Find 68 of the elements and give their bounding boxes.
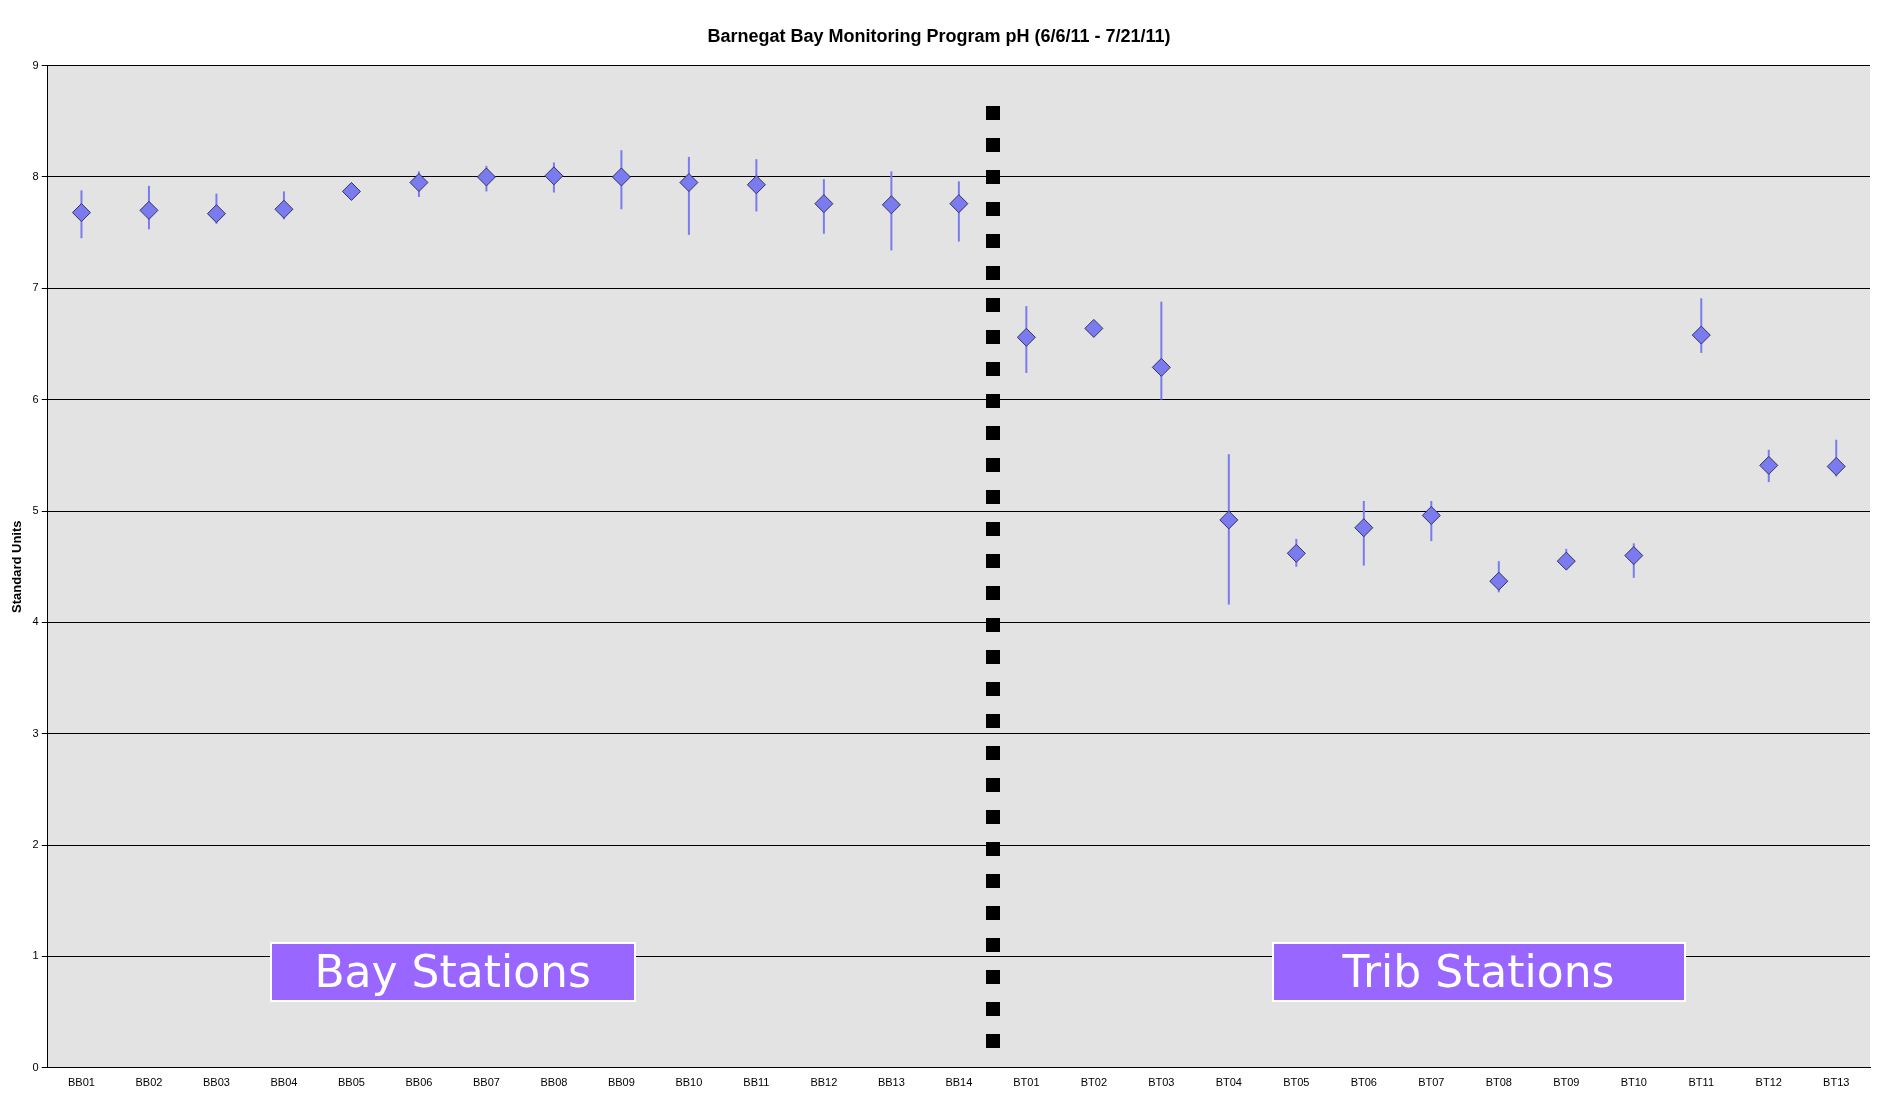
point — [611, 167, 631, 187]
x-tick-label: BT05 — [1283, 1076, 1310, 1089]
y-axis-title: Standard Units — [9, 520, 25, 613]
x-tick-label: BB13 — [877, 1076, 905, 1089]
point — [814, 194, 834, 214]
annotation: Bay Stations — [314, 945, 591, 998]
point — [139, 200, 159, 220]
chart-title: Barnegat Bay Monitoring Program pH (6/6/11 - 7/21/11) — [707, 25, 1171, 46]
x-tick-label: BB01 — [68, 1076, 95, 1089]
point — [1354, 518, 1374, 538]
x-tick-label: BB02 — [135, 1076, 163, 1089]
x-tick-label: BT09 — [1553, 1076, 1580, 1089]
point — [409, 173, 429, 193]
point — [544, 166, 564, 186]
point — [746, 175, 766, 195]
x-tick-label: BT10 — [1620, 1076, 1647, 1089]
point — [1016, 327, 1036, 347]
x-tick-label: BT07 — [1418, 1076, 1445, 1089]
x-tick-label: BT02 — [1080, 1076, 1107, 1089]
point — [1759, 455, 1779, 475]
point — [679, 173, 699, 193]
point — [949, 194, 969, 214]
x-tick-label: BB12 — [810, 1076, 838, 1089]
y-tick-label: 1 — [32, 949, 39, 962]
y-tick-label: 4 — [32, 615, 39, 628]
y-tick-label: 8 — [32, 169, 39, 182]
point — [1084, 318, 1104, 338]
point — [206, 204, 226, 224]
x-tick-label: BB09 — [607, 1076, 635, 1089]
point — [881, 195, 901, 215]
annotation: Trib Stations — [1342, 945, 1615, 998]
y-tick-label: 6 — [32, 392, 39, 405]
point — [476, 167, 496, 187]
point — [1286, 543, 1306, 563]
point — [1826, 456, 1846, 476]
point — [274, 199, 294, 219]
x-tick-label: BB07 — [472, 1076, 500, 1089]
point — [1489, 571, 1509, 591]
x-tick-label: BB14 — [945, 1076, 973, 1089]
y-tick-label: 3 — [32, 726, 39, 739]
point — [1691, 325, 1711, 345]
x-tick-label: BB06 — [405, 1076, 433, 1089]
y-tick-label: 2 — [32, 838, 39, 851]
x-tick-label: BB03 — [202, 1076, 230, 1089]
x-tick-label: BT01 — [1013, 1076, 1040, 1089]
x-tick-label: BT06 — [1350, 1076, 1377, 1089]
point — [341, 181, 361, 201]
x-tick-label: BT11 — [1688, 1076, 1715, 1089]
point — [1556, 551, 1576, 571]
x-tick-label: BT08 — [1485, 1076, 1512, 1089]
y-tick-label: 9 — [32, 58, 39, 71]
y-tick-label: 0 — [32, 1060, 39, 1073]
y-tick-label: 5 — [32, 504, 39, 517]
point — [71, 203, 91, 223]
y-tick-label: 7 — [32, 281, 39, 294]
x-tick-label: BB08 — [540, 1076, 568, 1089]
x-tick-label: BT03 — [1148, 1076, 1175, 1089]
x-tick-label: BB05 — [337, 1076, 365, 1089]
x-tick-label: BB04 — [270, 1076, 298, 1089]
x-tick-label: BT13 — [1823, 1076, 1850, 1089]
point — [1151, 357, 1171, 377]
point — [1624, 546, 1644, 566]
x-tick-label: BB11 — [743, 1076, 770, 1089]
x-tick-label: BT12 — [1755, 1076, 1782, 1089]
x-tick-label: BT04 — [1215, 1076, 1242, 1089]
x-tick-label: BB10 — [675, 1076, 703, 1089]
point — [1421, 505, 1441, 525]
point — [1219, 510, 1239, 530]
